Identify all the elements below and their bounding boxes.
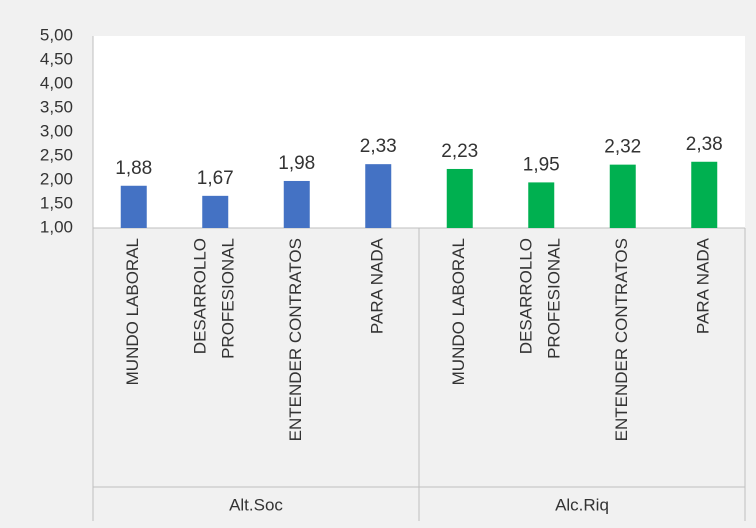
- category-label: PARA NADA: [694, 237, 713, 334]
- y-axis-tick-labels: 1,00 1,50 2,00 2,50 3,00 3,50 4,00 4,50 5,00: [40, 25, 73, 236]
- bars: [120, 161, 718, 228]
- bar: [446, 168, 473, 228]
- y-tick-label: 3,50: [40, 97, 73, 116]
- y-tick-label: 4,00: [40, 73, 73, 92]
- group-label: Alc.Riq: [555, 495, 609, 514]
- category-label: MUNDO LABORAL: [449, 238, 468, 385]
- category-label: MUNDO LABORAL: [123, 238, 142, 385]
- data-label: 1,95: [523, 154, 560, 175]
- y-tick-label: 1,00: [40, 217, 73, 236]
- bar: [283, 180, 310, 228]
- bar: [528, 182, 555, 228]
- bar: [691, 161, 718, 228]
- y-tick-label: 3,00: [40, 121, 73, 140]
- category-label: PROFESIONAL: [545, 238, 564, 359]
- y-tick-label: 1,50: [40, 193, 73, 212]
- plot-area: [93, 36, 745, 228]
- y-tick-label: 2,00: [40, 169, 73, 188]
- bar: [202, 195, 229, 228]
- category-label: DESARROLLO: [191, 238, 210, 354]
- bar: [120, 185, 147, 228]
- data-label: 2,38: [686, 134, 723, 155]
- y-tick-label: 2,50: [40, 145, 73, 164]
- category-labels: MUNDO LABORAL DESARROLLO PROFESIONAL ENTEND…: [123, 237, 713, 441]
- group-label: Alt.Soc: [229, 495, 283, 514]
- data-label: 2,23: [441, 141, 478, 162]
- group-labels: Alt.Soc Alc.Riq: [229, 495, 609, 514]
- category-label: ENTENDER CONTRATOS: [286, 238, 305, 441]
- category-label: ENTENDER CONTRATOS: [612, 238, 631, 441]
- y-tick-label: 4,50: [40, 49, 73, 68]
- axes: [92, 36, 746, 521]
- category-label: PARA NADA: [368, 237, 387, 334]
- data-label: 1,98: [278, 153, 315, 174]
- y-tick-label: 5,00: [40, 25, 73, 44]
- bar: [609, 164, 636, 228]
- category-label: PROFESIONAL: [219, 238, 238, 359]
- data-label: 2,32: [604, 137, 641, 158]
- data-labels: 1,88 1,67 1,98 2,33 2,23 1,95 2,32 2,38: [115, 134, 722, 189]
- bar: [365, 164, 392, 228]
- data-label: 2,33: [360, 136, 397, 157]
- data-label: 1,67: [197, 168, 234, 189]
- data-label: 1,88: [115, 158, 152, 179]
- category-label: DESARROLLO: [517, 238, 536, 354]
